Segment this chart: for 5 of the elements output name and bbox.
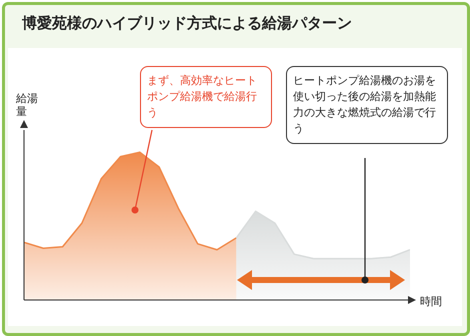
text: まず、高効率なヒートポンプ給湯機で給湯行う <box>140 66 272 128</box>
chart-title: 博愛苑様のハイブリッド方式による給湯パターン <box>22 14 352 33</box>
y-axis-title: 給湯量 <box>16 92 39 118</box>
text: ヒートポンプ給湯機のお湯を使い切った後の給湯を加熱能力の大きな燃焼式の給湯で行う <box>286 66 448 144</box>
x-axis-title: 時間 <box>420 294 442 309</box>
